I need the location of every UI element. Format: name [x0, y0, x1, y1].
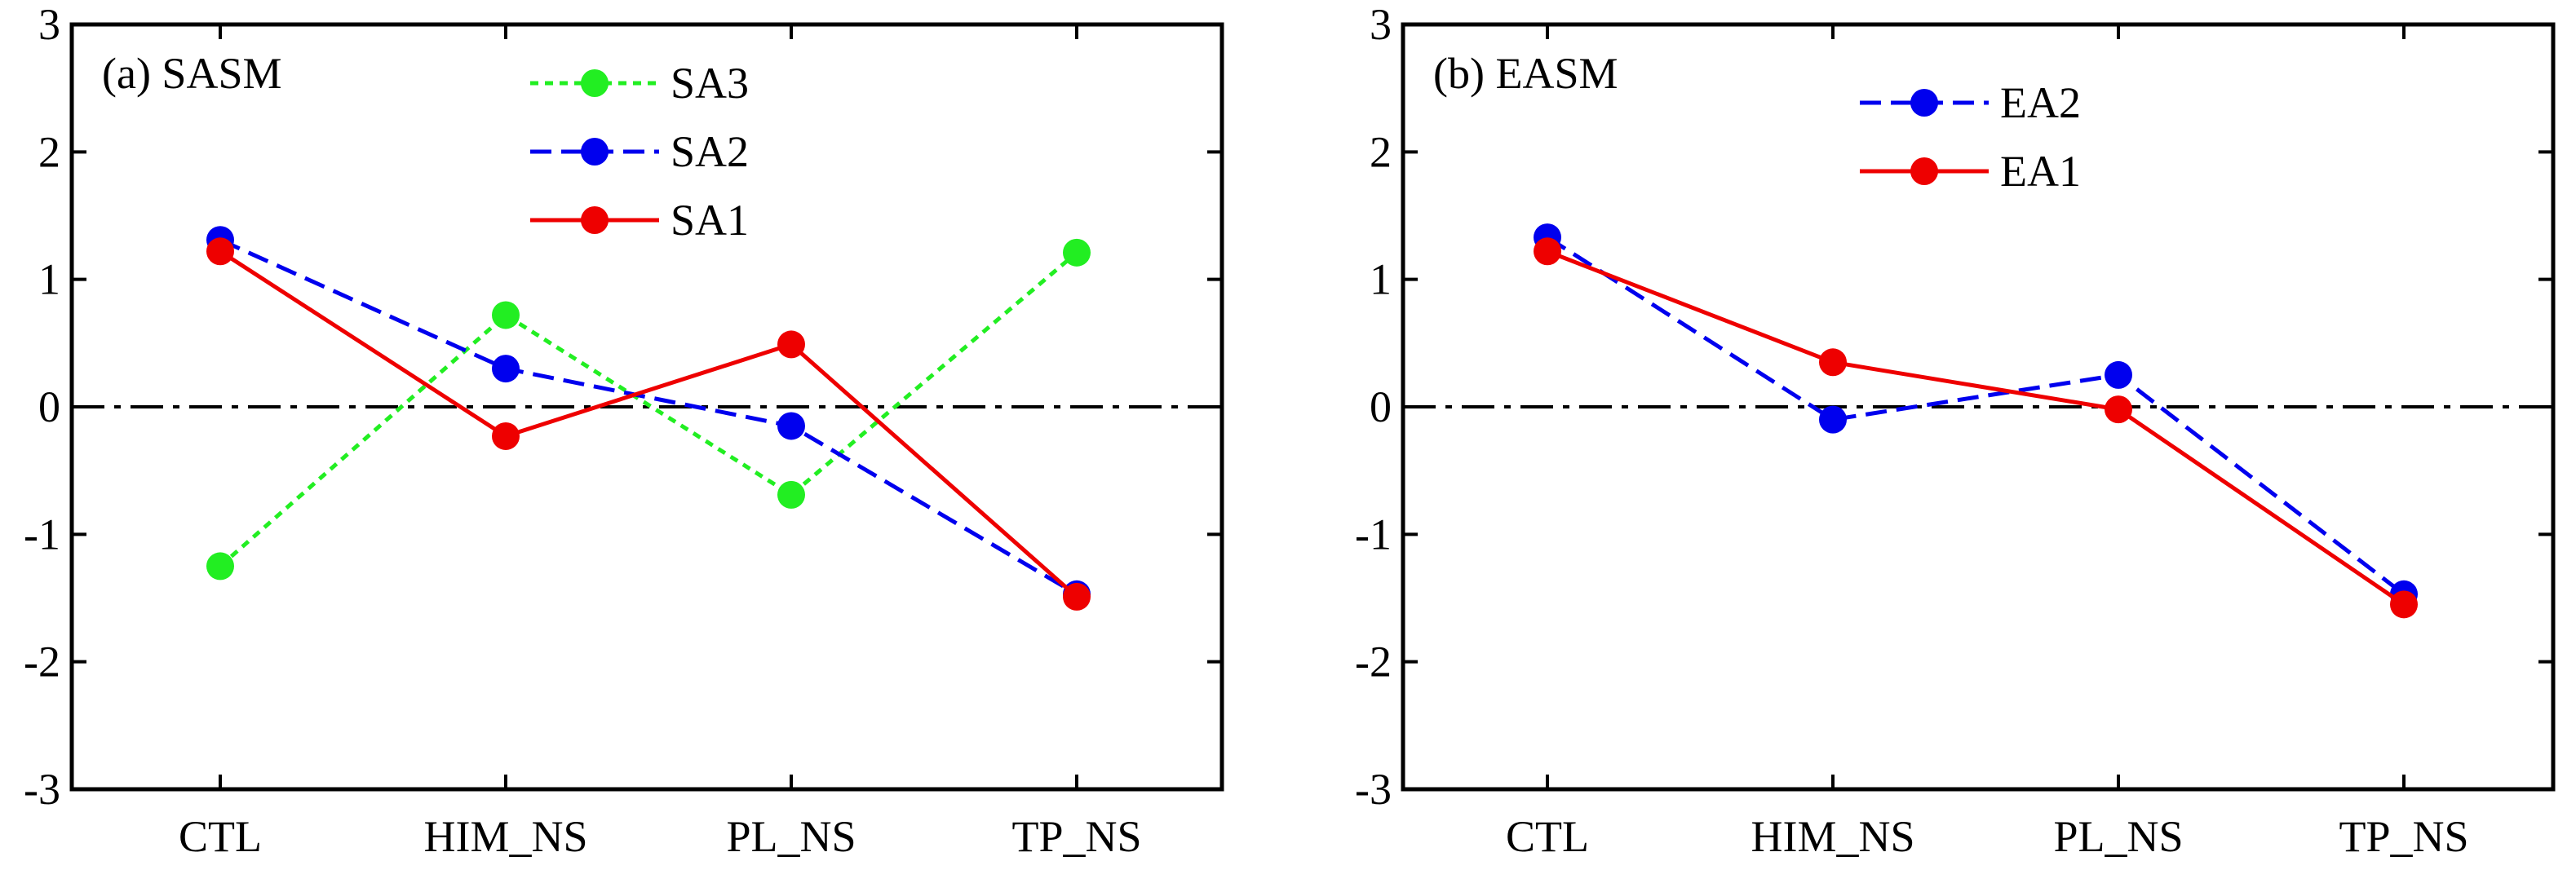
- legend-label-sa1: SA1: [671, 196, 749, 245]
- panel-title: (b) EASM: [1433, 49, 1618, 98]
- y-tick-label: -1: [1355, 510, 1392, 558]
- panel-title: (a) SASM: [102, 49, 282, 98]
- data-point-sa1: [492, 422, 520, 450]
- legend-label-sa2: SA2: [671, 127, 749, 176]
- y-tick-label: 1: [38, 255, 60, 304]
- data-point-sa2: [492, 355, 520, 383]
- data-point-ea1: [1819, 348, 1847, 377]
- x-tick-label: PL_NS: [2053, 812, 2183, 861]
- legend-label-ea2: EA2: [2000, 78, 2081, 127]
- data-point-ea1: [2390, 590, 2418, 619]
- data-point-sa3: [492, 301, 520, 329]
- y-tick-label: 0: [1370, 382, 1392, 431]
- data-point-sa2: [777, 412, 805, 440]
- y-tick-label: 3: [1370, 0, 1392, 49]
- y-tick-label: 0: [38, 382, 60, 431]
- legend-marker-sa2: [581, 138, 609, 166]
- y-tick-label: -3: [1355, 765, 1392, 814]
- data-point-sa1: [1063, 582, 1091, 611]
- data-point-ea2: [1819, 405, 1847, 434]
- y-tick-label: 3: [38, 0, 60, 49]
- x-tick-label: HIM_NS: [423, 812, 587, 861]
- data-point-sa3: [206, 552, 234, 581]
- data-point-ea2: [2105, 360, 2132, 389]
- data-point-ea1: [2105, 395, 2132, 424]
- y-tick-label: -2: [1355, 638, 1392, 687]
- data-point-sa1: [206, 237, 234, 266]
- x-tick-label: CTL: [1506, 812, 1589, 861]
- series-line-ea2: [1546, 235, 2406, 596]
- data-point-ea1: [1534, 237, 1561, 266]
- y-tick-label: -3: [24, 765, 60, 814]
- legend: SA3 SA2 SA1: [530, 59, 749, 245]
- y-tick-label: 1: [1370, 255, 1392, 304]
- series-line-sa3: [219, 250, 1078, 568]
- legend-label-sa3: SA3: [671, 59, 749, 108]
- panel-a: 3 2 1 0 -1 -2 -3 CTL HIM_NS PL_NS TP_NS (a) SASM SA3…: [24, 0, 1224, 861]
- x-tick-label: TP_NS: [1011, 812, 1141, 861]
- data-point-sa1: [777, 330, 805, 359]
- series-line-sa1: [219, 249, 1078, 598]
- legend-marker-sa1: [581, 206, 609, 234]
- x-tick-label: HIM_NS: [1751, 812, 1914, 861]
- legend-marker-ea2: [1910, 89, 1938, 117]
- y-tick-label: -2: [24, 638, 60, 687]
- data-point-sa3: [1063, 238, 1091, 267]
- panel-b: 3 2 1 0 -1 -2 -3 CTL HIM_NS PL_NS TP_NS (b) EASM EA2…: [1355, 0, 2556, 861]
- y-tick-label: 2: [38, 127, 60, 176]
- legend-marker-sa3: [581, 69, 609, 97]
- x-tick-label: PL_NS: [726, 812, 856, 861]
- y-tick-label: -1: [24, 510, 60, 558]
- legend-label-ea1: EA1: [2000, 147, 2081, 196]
- x-tick-label: CTL: [179, 812, 262, 861]
- y-tick-label: 2: [1370, 127, 1392, 176]
- series-line-sa2: [219, 237, 1078, 596]
- legend-marker-ea1: [1910, 157, 1938, 185]
- data-point-sa3: [777, 480, 805, 509]
- series-line-ea1: [1547, 249, 2406, 607]
- x-tick-label: TP_NS: [2339, 812, 2468, 861]
